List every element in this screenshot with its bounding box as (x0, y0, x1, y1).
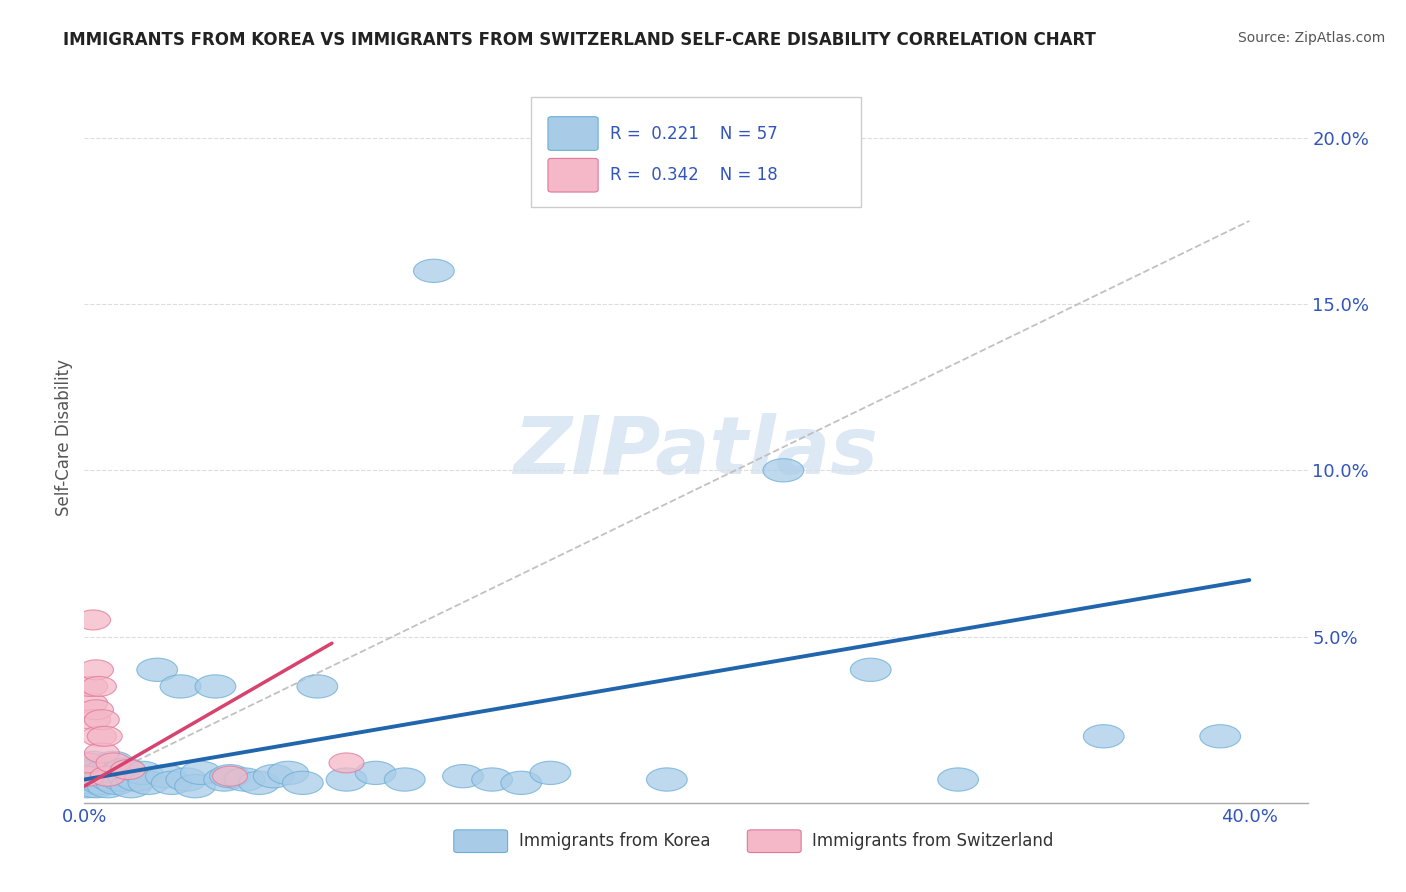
Ellipse shape (73, 751, 114, 774)
Text: R =  0.342    N = 18: R = 0.342 N = 18 (610, 166, 778, 185)
Ellipse shape (128, 772, 169, 795)
FancyBboxPatch shape (531, 97, 860, 207)
Ellipse shape (82, 761, 122, 785)
Ellipse shape (239, 772, 280, 795)
Ellipse shape (108, 764, 149, 788)
Ellipse shape (79, 699, 114, 720)
Text: R =  0.221    N = 57: R = 0.221 N = 57 (610, 125, 778, 143)
Ellipse shape (93, 751, 134, 774)
Ellipse shape (73, 693, 108, 713)
Ellipse shape (70, 766, 105, 786)
Ellipse shape (87, 726, 122, 747)
Ellipse shape (76, 774, 117, 797)
Ellipse shape (1084, 724, 1125, 747)
Ellipse shape (195, 674, 236, 698)
Ellipse shape (90, 766, 125, 786)
Text: Immigrants from Korea: Immigrants from Korea (519, 832, 710, 850)
Ellipse shape (530, 761, 571, 785)
Text: IMMIGRANTS FROM KOREA VS IMMIGRANTS FROM SWITZERLAND SELF-CARE DISABILITY CORREL: IMMIGRANTS FROM KOREA VS IMMIGRANTS FROM… (63, 31, 1097, 49)
Ellipse shape (70, 768, 111, 791)
Ellipse shape (82, 772, 122, 795)
FancyBboxPatch shape (748, 830, 801, 853)
Ellipse shape (329, 753, 364, 772)
Ellipse shape (101, 768, 142, 791)
Ellipse shape (166, 768, 207, 791)
Ellipse shape (76, 610, 111, 630)
Ellipse shape (269, 761, 309, 785)
Ellipse shape (356, 761, 396, 785)
Ellipse shape (87, 774, 128, 797)
Ellipse shape (82, 726, 117, 747)
Ellipse shape (472, 768, 513, 791)
Ellipse shape (105, 758, 146, 781)
Ellipse shape (224, 768, 264, 791)
Ellipse shape (82, 676, 117, 697)
Ellipse shape (204, 768, 245, 791)
Ellipse shape (111, 760, 146, 780)
Ellipse shape (283, 772, 323, 795)
Ellipse shape (413, 260, 454, 283)
Ellipse shape (84, 764, 125, 788)
Ellipse shape (79, 758, 120, 781)
Ellipse shape (174, 774, 215, 797)
Ellipse shape (136, 658, 177, 681)
Ellipse shape (84, 743, 120, 763)
Ellipse shape (70, 753, 105, 772)
Y-axis label: Self-Care Disability: Self-Care Disability (55, 359, 73, 516)
Ellipse shape (851, 658, 891, 681)
Ellipse shape (67, 774, 108, 797)
Ellipse shape (96, 753, 131, 772)
Ellipse shape (73, 772, 114, 795)
Ellipse shape (209, 764, 250, 788)
Ellipse shape (96, 772, 136, 795)
Ellipse shape (70, 758, 111, 781)
Ellipse shape (180, 761, 221, 785)
Ellipse shape (98, 761, 139, 785)
Ellipse shape (160, 674, 201, 698)
Ellipse shape (647, 768, 688, 791)
Ellipse shape (763, 458, 804, 482)
FancyBboxPatch shape (548, 117, 598, 151)
Ellipse shape (212, 766, 247, 786)
Ellipse shape (938, 768, 979, 791)
Ellipse shape (443, 764, 484, 788)
Ellipse shape (297, 674, 337, 698)
Ellipse shape (87, 758, 128, 781)
Ellipse shape (90, 768, 131, 791)
Ellipse shape (146, 764, 186, 788)
Ellipse shape (79, 768, 120, 791)
Ellipse shape (501, 772, 541, 795)
Ellipse shape (79, 660, 114, 680)
Ellipse shape (84, 710, 120, 730)
Ellipse shape (1199, 724, 1240, 747)
Ellipse shape (326, 768, 367, 791)
Ellipse shape (73, 676, 108, 697)
Text: Source: ZipAtlas.com: Source: ZipAtlas.com (1237, 31, 1385, 45)
Ellipse shape (67, 764, 108, 788)
Text: Immigrants from Switzerland: Immigrants from Switzerland (813, 832, 1053, 850)
Ellipse shape (76, 710, 111, 730)
Ellipse shape (93, 764, 134, 788)
FancyBboxPatch shape (454, 830, 508, 853)
FancyBboxPatch shape (548, 159, 598, 192)
Ellipse shape (111, 774, 152, 797)
Ellipse shape (122, 761, 163, 785)
Ellipse shape (117, 768, 157, 791)
Ellipse shape (152, 772, 193, 795)
Ellipse shape (253, 764, 294, 788)
Text: ZIPatlas: ZIPatlas (513, 413, 879, 491)
Ellipse shape (384, 768, 425, 791)
Ellipse shape (76, 764, 117, 788)
